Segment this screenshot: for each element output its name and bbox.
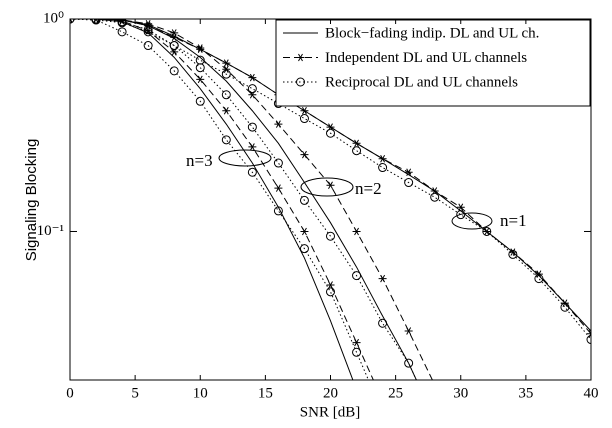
marker <box>169 66 179 76</box>
marker <box>222 107 231 115</box>
x-tick-label: 10 <box>193 385 208 401</box>
marker <box>222 59 231 67</box>
marker <box>91 19 101 24</box>
annotation-ellipse <box>218 149 272 167</box>
marker <box>378 154 387 163</box>
marker <box>248 73 257 82</box>
marker <box>221 90 231 100</box>
marker <box>456 203 465 212</box>
x-tick-label: 5 <box>131 385 139 401</box>
marker <box>404 358 414 368</box>
marker <box>195 63 205 73</box>
marker <box>560 302 570 312</box>
marker <box>482 226 492 236</box>
marker <box>248 143 257 151</box>
curve <box>70 19 591 340</box>
annotation-ellipse <box>451 212 493 230</box>
annotation: n=2 <box>355 179 382 198</box>
marker <box>378 318 388 328</box>
marker <box>118 19 127 25</box>
x-tick-label: 0 <box>66 385 74 401</box>
x-tick-label: 20 <box>323 385 338 401</box>
marker <box>378 163 388 173</box>
marker <box>195 96 205 106</box>
annotation-ellipse <box>300 177 354 197</box>
marker <box>117 27 127 37</box>
marker <box>352 338 361 347</box>
legend-label: Block−fading indip. DL and UL ch. <box>325 25 539 41</box>
marker <box>222 65 231 73</box>
marker <box>326 287 335 297</box>
marker <box>300 227 309 236</box>
x-tick-label: 15 <box>258 385 273 401</box>
marker <box>70 19 74 23</box>
annotation: n=3 <box>186 151 213 170</box>
marker <box>430 192 440 202</box>
marker <box>456 210 466 220</box>
x-tick-label: 25 <box>388 385 403 401</box>
marker <box>326 231 335 241</box>
marker <box>273 158 283 168</box>
x-tick-label: 30 <box>453 385 468 401</box>
marker <box>169 41 179 51</box>
marker <box>534 274 544 284</box>
marker <box>352 347 362 357</box>
marker <box>196 75 205 84</box>
marker <box>143 41 153 51</box>
marker <box>586 335 591 345</box>
marker <box>247 84 257 94</box>
marker <box>299 195 309 205</box>
y-tick-label: 10⁻¹ <box>37 223 64 239</box>
marker <box>299 114 309 124</box>
x-tick-label: 40 <box>584 385 599 401</box>
marker <box>352 139 361 148</box>
legend-label: Independent DL and UL channels <box>325 50 527 66</box>
y-axis-label: Signaling Blocking <box>23 139 40 262</box>
legend-marker <box>296 53 305 62</box>
marker <box>404 327 413 335</box>
marker <box>196 44 205 52</box>
marker <box>221 69 231 79</box>
marker <box>91 19 101 25</box>
marker <box>404 168 413 176</box>
marker <box>326 128 335 138</box>
marker <box>274 120 283 128</box>
marker <box>300 107 309 115</box>
marker <box>273 206 283 216</box>
marker <box>221 135 231 145</box>
curve <box>70 19 417 380</box>
marker <box>326 281 335 289</box>
curve <box>70 19 433 380</box>
x-axis-label: SNR [dB] <box>300 404 360 420</box>
marker <box>404 178 414 188</box>
marker <box>352 271 362 281</box>
marker <box>299 244 309 254</box>
marker <box>534 270 543 278</box>
marker <box>326 181 335 189</box>
marker <box>352 146 362 156</box>
annotation: n=1 <box>500 211 527 230</box>
x-tick-label: 35 <box>518 385 533 401</box>
marker <box>352 227 361 236</box>
marker <box>117 19 127 27</box>
marker <box>143 25 153 35</box>
marker <box>92 19 101 23</box>
marker <box>508 249 518 259</box>
marker <box>378 274 387 283</box>
legend-label: Reciprocal DL and UL channels <box>325 74 518 90</box>
legend-box <box>275 19 591 107</box>
marker <box>143 27 153 37</box>
marker <box>247 122 257 132</box>
marker <box>170 29 179 37</box>
y-tick-label: 10⁰ <box>43 10 64 26</box>
legend: Block−fading indip. DL and UL ch. Indepen… <box>275 19 591 107</box>
marker <box>300 150 309 159</box>
marker <box>247 167 257 177</box>
legend-marker <box>296 77 305 87</box>
marker <box>274 184 283 192</box>
plot-area <box>70 19 591 380</box>
